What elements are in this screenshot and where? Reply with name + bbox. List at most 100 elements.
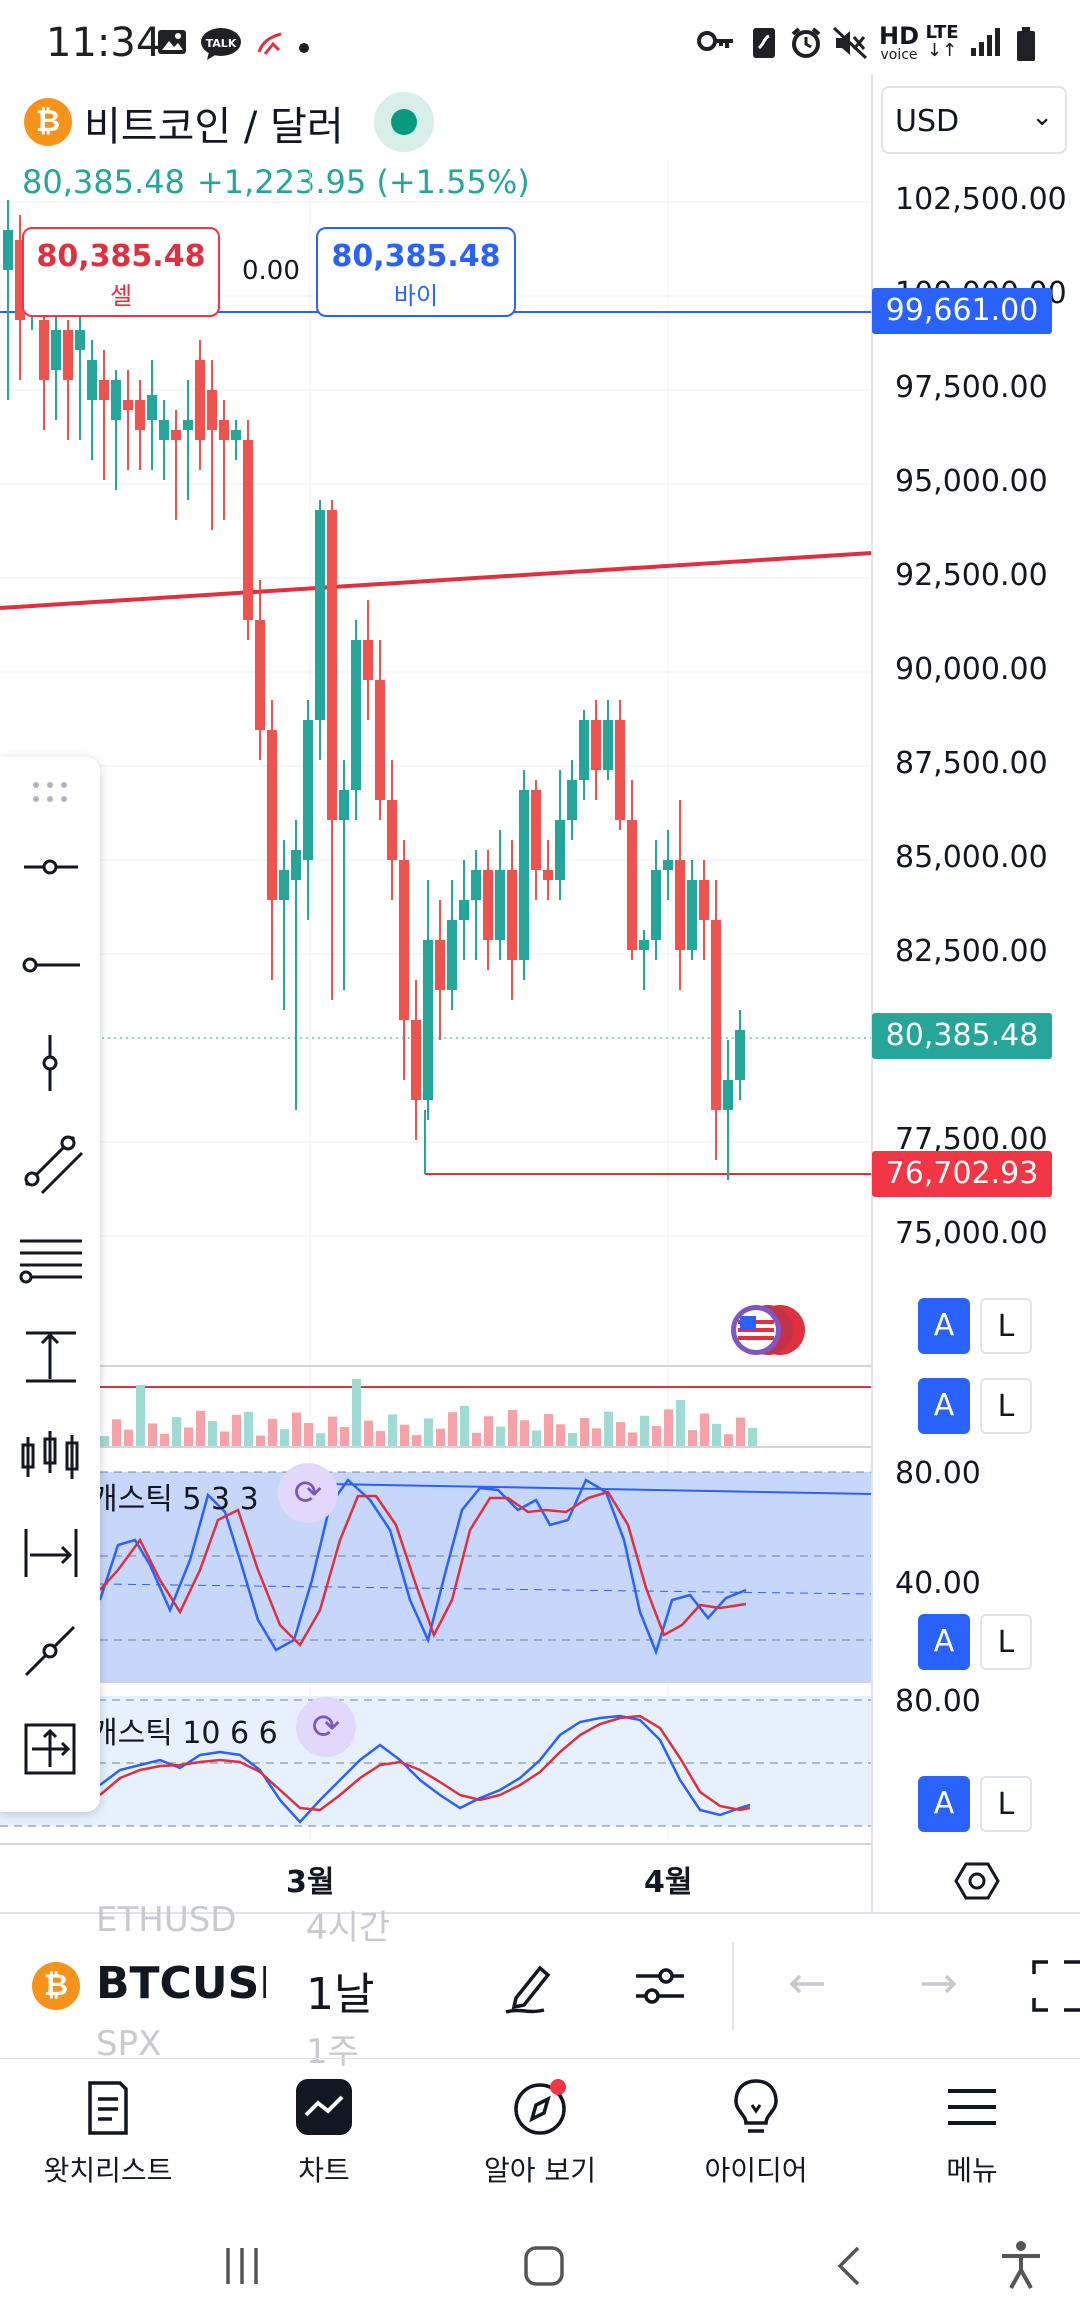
candle-body xyxy=(207,390,217,430)
horizontal-line-icon[interactable] xyxy=(12,927,88,1003)
volume-bar xyxy=(124,1429,133,1446)
stoch1-d-line xyxy=(99,1490,747,1648)
us-flag-events-icon[interactable] xyxy=(722,1302,812,1358)
candle-body xyxy=(267,730,277,900)
pen-icon[interactable] xyxy=(500,1956,560,2016)
volume-bar xyxy=(268,1418,277,1446)
nfc-icon xyxy=(744,26,784,66)
axis-label: 75,000.00 xyxy=(895,1216,1048,1251)
axis-label: 87,500.00 xyxy=(895,746,1048,781)
explore-icon xyxy=(508,2075,572,2139)
volume-bar xyxy=(232,1414,241,1446)
auto-scale-button[interactable]: A xyxy=(918,1614,970,1670)
volume-bar xyxy=(712,1423,721,1446)
currency-select[interactable]: USD ⌄ xyxy=(881,86,1067,154)
volume-bar xyxy=(724,1434,733,1446)
candle-body xyxy=(399,860,409,1020)
nav-label: 왓치리스트 xyxy=(43,2154,173,2187)
axis-label: 85,000.00 xyxy=(895,840,1048,875)
volume-bar xyxy=(700,1413,709,1446)
candle-body xyxy=(699,880,709,920)
next-interval[interactable]: 1주 xyxy=(306,2032,359,2072)
volume-bar xyxy=(352,1379,361,1446)
nav-menu[interactable]: 메뉴 xyxy=(864,2075,1080,2189)
interval-selector[interactable]: 1날 xyxy=(306,1969,375,2020)
prev-symbol[interactable]: ETHUSD xyxy=(96,1900,237,1940)
line-segment-icon[interactable] xyxy=(12,1613,88,1689)
vertical-line-icon[interactable] xyxy=(12,1025,88,1101)
horizontal-ray-icon[interactable] xyxy=(12,829,88,905)
auto-scale-button[interactable]: A xyxy=(918,1298,970,1354)
volume-bar xyxy=(184,1427,193,1446)
sell-price: 80,385.48 xyxy=(36,239,206,274)
nav-ideas[interactable]: 아이디어 xyxy=(648,2075,864,2189)
nav-chart[interactable]: 차트 xyxy=(216,2075,432,2189)
sell-button[interactable]: 80,385.48 셀 xyxy=(22,227,220,317)
stoch2-axis-label: 80.00 xyxy=(895,1684,981,1719)
trend-line-icon[interactable] xyxy=(12,1123,88,1199)
volume-bar xyxy=(436,1428,445,1446)
volume-bar xyxy=(424,1418,433,1446)
candle-body xyxy=(615,720,625,820)
candle-body xyxy=(495,870,505,940)
parallel-lines-icon[interactable] xyxy=(12,1221,88,1297)
fullscreen-icon[interactable] xyxy=(1030,1956,1080,2016)
next-symbol[interactable]: SPX xyxy=(96,2024,162,2064)
crosshair-box-icon[interactable] xyxy=(12,1711,88,1787)
candles-pattern-icon[interactable] xyxy=(12,1417,88,1493)
refresh-icon[interactable]: ⟳ xyxy=(278,1463,338,1523)
candle-body xyxy=(483,870,493,940)
recent-apps-icon[interactable] xyxy=(218,2244,268,2288)
stoch2-label[interactable]: 캐스틱 10 6 6 xyxy=(90,1716,278,1751)
candle-body xyxy=(435,940,445,990)
candle-body xyxy=(627,820,637,950)
time-axis-label: 4월 xyxy=(644,1865,693,1900)
auto-scale-button[interactable]: A xyxy=(918,1776,970,1832)
candle-body xyxy=(327,510,337,820)
indicator-settings-icon[interactable] xyxy=(630,1956,690,2016)
log-scale-button[interactable]: L xyxy=(980,1776,1032,1832)
auto-scale-button[interactable]: A xyxy=(918,1378,970,1434)
candle-body xyxy=(303,720,313,860)
mute-icon xyxy=(830,26,870,66)
stoch2-band xyxy=(0,1696,872,1826)
log-scale-button[interactable]: L xyxy=(980,1298,1032,1354)
volume-bar xyxy=(304,1422,313,1446)
symbol-title[interactable]: 비트코인 / 달러 xyxy=(84,104,344,150)
drag-handle-icon[interactable] xyxy=(30,777,70,807)
back-icon[interactable] xyxy=(830,2244,870,2288)
menu-icon xyxy=(940,2075,1004,2139)
stoch1-k-line xyxy=(98,1478,747,1656)
volume-bar xyxy=(100,1436,109,1446)
stoch1-label[interactable]: 캐스틱 5 3 3 xyxy=(90,1482,259,1517)
candle-body xyxy=(147,395,157,420)
prev-interval[interactable]: 4시간 xyxy=(306,1908,391,1948)
candle-body xyxy=(423,940,433,1100)
accessibility-icon[interactable] xyxy=(996,2238,1046,2292)
log-scale-button[interactable]: L xyxy=(980,1378,1032,1434)
price-summary: 80,385.48 +1,223.95 (+1.55%) xyxy=(22,163,530,201)
drawing-toolbar xyxy=(0,757,100,1812)
date-range-icon[interactable] xyxy=(12,1515,88,1591)
settings-hex-icon[interactable] xyxy=(952,1856,1002,1906)
candle-body xyxy=(591,720,601,770)
nav-explore[interactable]: 알아 보기 xyxy=(432,2075,648,2189)
redo-icon[interactable] xyxy=(916,1964,960,2008)
price-range-icon[interactable] xyxy=(12,1319,88,1395)
undo-icon[interactable] xyxy=(786,1964,830,2008)
symbol-selector[interactable]: BTCUSD xyxy=(96,1958,266,2009)
candle-body xyxy=(387,800,397,860)
volume-bar xyxy=(244,1412,253,1446)
home-icon[interactable] xyxy=(522,2244,566,2288)
nav-watchlist[interactable]: 왓치리스트 xyxy=(0,2075,216,2189)
trend-line xyxy=(0,551,872,610)
volume-bar xyxy=(328,1416,337,1446)
buy-price-tag: 99,661.00 xyxy=(872,288,1052,334)
price-chart[interactable] xyxy=(0,150,872,1850)
candle-body xyxy=(447,920,457,990)
bottom-navigation: 왓치리스트 차트 알아 보기 아이디어 메뉴 xyxy=(0,2058,1080,2208)
nav-label: 메뉴 xyxy=(946,2154,998,2187)
refresh-icon[interactable]: ⟳ xyxy=(296,1697,356,1757)
buy-button[interactable]: 80,385.48 바이 xyxy=(316,227,516,317)
log-scale-button[interactable]: L xyxy=(980,1614,1032,1670)
